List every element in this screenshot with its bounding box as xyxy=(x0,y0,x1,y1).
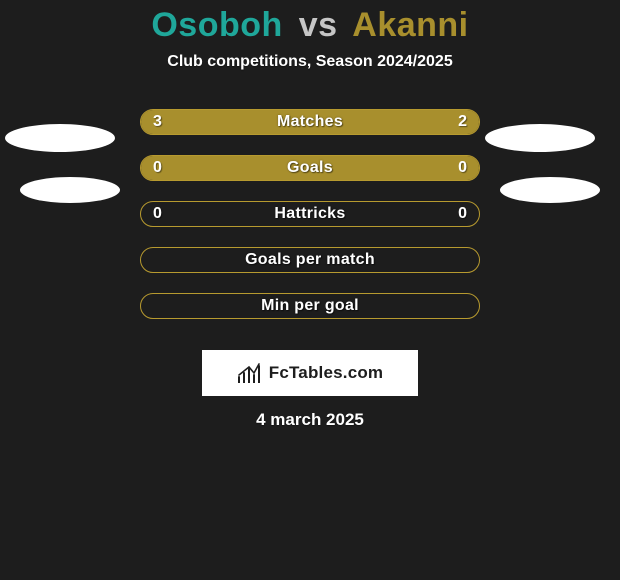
stat-label: Min per goal xyxy=(261,297,359,315)
stat-bar-fill-left xyxy=(141,156,310,180)
title-vs: vs xyxy=(299,6,338,44)
logo-text: FcTables.com xyxy=(269,363,384,383)
stat-row: Goals 0 0 xyxy=(0,155,620,181)
stat-bar: Hattricks 0 0 xyxy=(140,201,480,227)
stat-label: Matches xyxy=(277,113,343,131)
stat-value-right: 2 xyxy=(458,113,467,131)
stat-bar: Goals per match xyxy=(140,247,480,273)
page-title: Osoboh vs Akanni xyxy=(0,0,620,45)
stat-bar-fill-right xyxy=(310,156,479,180)
stat-value-left: 0 xyxy=(153,205,162,223)
comparison-infographic: Osoboh vs Akanni Club competitions, Seas… xyxy=(0,0,620,580)
stat-value-right: 0 xyxy=(458,159,467,177)
stat-row: Hattricks 0 0 xyxy=(0,201,620,227)
decorative-ellipse xyxy=(500,177,600,203)
stat-row: Goals per match xyxy=(0,247,620,273)
stat-label: Hattricks xyxy=(274,205,345,223)
stat-value-right: 0 xyxy=(458,205,467,223)
stat-bar: Min per goal xyxy=(140,293,480,319)
decorative-ellipse xyxy=(20,177,120,203)
stat-row: Min per goal xyxy=(0,293,620,319)
stat-value-left: 3 xyxy=(153,113,162,131)
logo-box: FcTables.com xyxy=(202,350,418,396)
stat-value-left: 0 xyxy=(153,159,162,177)
decorative-ellipse xyxy=(485,124,595,152)
date-label: 4 march 2025 xyxy=(0,410,620,430)
subtitle: Club competitions, Season 2024/2025 xyxy=(0,53,620,71)
stat-label: Goals xyxy=(287,159,333,177)
stat-label: Goals per match xyxy=(245,251,375,269)
title-player-right: Akanni xyxy=(352,6,468,44)
stat-bar: Goals 0 0 xyxy=(140,155,480,181)
decorative-ellipse xyxy=(5,124,115,152)
stat-bar: Matches 3 2 xyxy=(140,109,480,135)
title-player-left: Osoboh xyxy=(151,6,282,44)
barchart-icon xyxy=(237,363,263,383)
